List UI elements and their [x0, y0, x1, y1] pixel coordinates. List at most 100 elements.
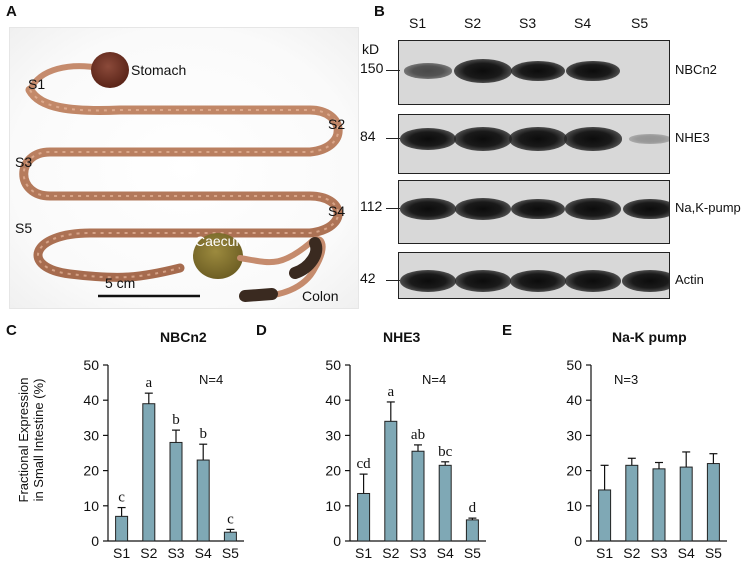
blot-lane-label: S5	[631, 15, 649, 31]
blot-protein-label: NHE3	[675, 130, 710, 145]
y-tick-label: 40	[566, 392, 582, 408]
y-tick-label: 40	[83, 392, 99, 408]
blot-band	[565, 198, 621, 220]
y-tick-label: 20	[83, 463, 99, 479]
blot-lane-label: S2	[464, 15, 482, 31]
blot-band	[564, 127, 622, 151]
bar	[465, 519, 479, 542]
blot-band	[565, 270, 621, 292]
chart-c-n-label: N=4	[199, 372, 224, 387]
bar	[652, 468, 666, 542]
bar	[357, 492, 371, 542]
significance-letter: c	[118, 490, 125, 506]
y-tick-label: 20	[566, 463, 582, 479]
chart-d: 0 10 20 30 40 50 cd S1 a S2 ab S3 bc S4 d S5	[325, 357, 486, 561]
blot-band	[622, 198, 669, 220]
chart-e: 0 10 20 30 40 50 S1 S2 S3 S4 S5	[566, 357, 727, 561]
blot-strip	[398, 252, 670, 299]
blot-band	[400, 198, 456, 220]
kd-marker-label: 112	[360, 198, 383, 214]
significance-letter: d	[469, 500, 477, 516]
segment-s1-label: S1	[28, 76, 46, 92]
blot-band	[510, 198, 566, 220]
blot-lane-label: S4	[574, 15, 592, 31]
blot-band	[400, 128, 456, 150]
y-tick-label: 30	[325, 427, 341, 443]
chart-d-title: NHE3	[383, 329, 421, 345]
kd-marker-tick	[386, 138, 400, 139]
significance-letter: ab	[411, 427, 425, 443]
panel-label-a: A	[6, 3, 17, 20]
chart-d-n-label: N=4	[422, 372, 447, 387]
significance-letter: c	[227, 511, 234, 527]
x-tick-label: S4	[678, 545, 695, 561]
significance-letter: a	[387, 384, 394, 400]
blot-band	[622, 270, 669, 292]
scale-bar-label: 5 cm	[105, 275, 136, 291]
significance-letter: cd	[357, 456, 372, 472]
kd-marker-tick	[386, 280, 400, 281]
bar	[142, 403, 156, 542]
y-tick-label: 40	[325, 392, 341, 408]
bar	[411, 450, 425, 542]
blot-band	[455, 270, 511, 292]
panel-label-e: E	[502, 322, 513, 339]
panel-label-d: D	[256, 322, 267, 339]
blot-band	[454, 59, 512, 83]
y-tick-label: 20	[325, 463, 341, 479]
chart-e-title: Na-K pump	[612, 329, 687, 345]
chart-c-ylabel-line1: Fractional Expression	[16, 377, 31, 503]
y-tick-label: 10	[83, 498, 99, 514]
panel-label-b: B	[374, 3, 385, 20]
bar	[169, 441, 183, 542]
significance-letter: a	[145, 375, 152, 391]
significance-letter: b	[172, 412, 180, 428]
bar	[706, 463, 720, 542]
significance-letter: b	[199, 426, 207, 442]
bar	[679, 466, 693, 542]
x-tick-label: S2	[382, 545, 399, 561]
blot-lane-label: S1	[409, 15, 427, 31]
chart-c: 0 10 20 30 40 50 c S1 a S2 b S3 b S4 c S5	[83, 357, 244, 561]
x-tick-label: S2	[140, 545, 157, 561]
caecum-label: Caecum	[195, 233, 248, 249]
blot-band	[565, 60, 621, 82]
blot-band	[400, 270, 456, 292]
y-tick-label: 30	[83, 427, 99, 443]
blot-protein-label: NBCn2	[675, 62, 717, 77]
x-tick-label: S1	[596, 545, 613, 561]
bar	[115, 515, 129, 542]
blot-band	[454, 127, 512, 151]
chart-c-ylabel-line2: in Small Intestine (%)	[31, 378, 46, 502]
x-tick-label: S5	[705, 545, 722, 561]
y-tick-label: 10	[325, 498, 341, 514]
x-tick-label: S1	[355, 545, 372, 561]
segment-s2-label: S2	[328, 116, 346, 132]
intestine-drawing	[19, 52, 343, 302]
intestine-photo: Stomach S1 S2 S3 S4 S5 Caecum Colon 5 cm	[9, 27, 359, 309]
segment-s4-label: S4	[328, 203, 346, 219]
blot-band	[629, 134, 669, 144]
x-tick-label: S3	[167, 545, 184, 561]
x-tick-label: S1	[113, 545, 130, 561]
chart-e-n-label: N=3	[614, 372, 639, 387]
chart-c-ylabel: Fractional Expression in Small Intestine…	[16, 372, 76, 512]
x-tick-label: S2	[623, 545, 640, 561]
kd-marker-tick	[386, 208, 400, 209]
blot-band	[403, 63, 453, 79]
blot-strip	[398, 114, 670, 174]
kd-marker-label: 84	[360, 128, 376, 144]
y-tick-label: 0	[574, 533, 582, 549]
y-tick-label: 0	[333, 533, 341, 549]
kd-marker-tick	[386, 70, 400, 71]
chart-c-title: NBCn2	[160, 329, 207, 345]
kd-header: kD	[362, 41, 380, 57]
kd-marker-label: 150	[360, 60, 384, 76]
bar	[625, 464, 639, 542]
blot-strip	[398, 180, 670, 244]
colon-label: Colon	[302, 288, 339, 304]
stomach-label: Stomach	[131, 62, 187, 78]
bar	[223, 531, 237, 542]
panel-label-c: C	[6, 322, 17, 339]
segment-s5-label: S5	[15, 220, 33, 236]
